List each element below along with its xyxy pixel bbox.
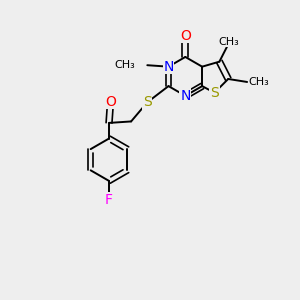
Text: O: O — [180, 29, 191, 43]
Text: N: N — [163, 60, 174, 74]
Text: N: N — [180, 89, 190, 103]
Text: S: S — [210, 86, 219, 100]
Text: CH₃: CH₃ — [114, 60, 135, 70]
Text: F: F — [105, 193, 113, 207]
Text: CH₃: CH₃ — [218, 37, 238, 47]
Text: S: S — [143, 95, 152, 109]
Text: O: O — [105, 95, 116, 109]
Text: CH₃: CH₃ — [249, 77, 269, 87]
